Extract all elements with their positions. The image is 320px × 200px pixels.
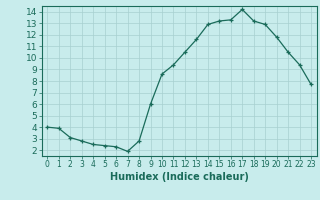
X-axis label: Humidex (Indice chaleur): Humidex (Indice chaleur)	[110, 172, 249, 182]
